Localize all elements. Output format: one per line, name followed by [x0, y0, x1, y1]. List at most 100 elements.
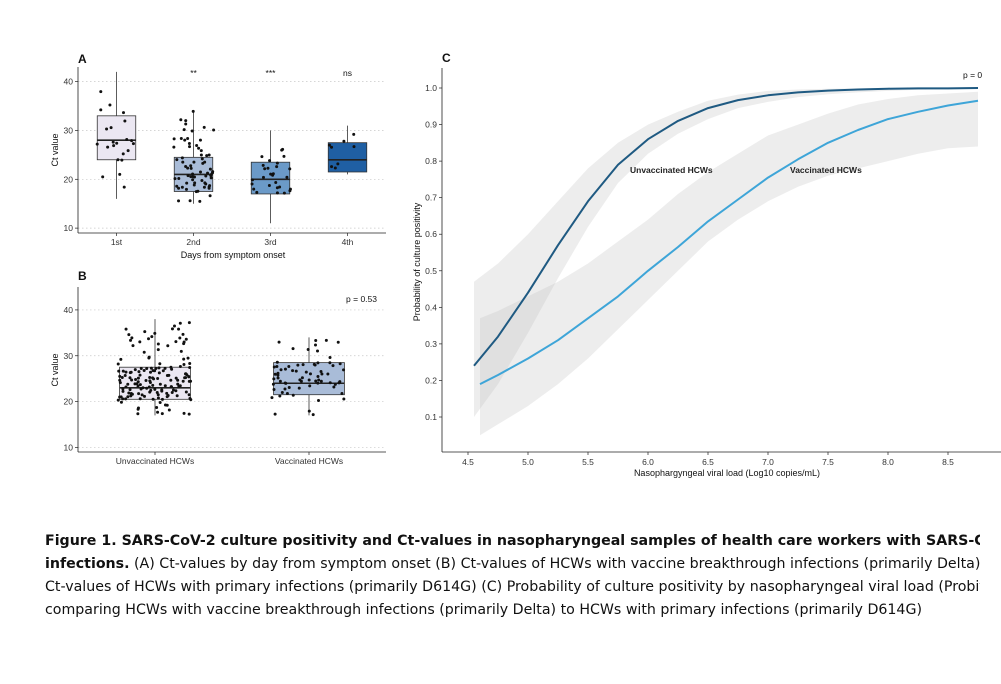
panel-c-ylabel: Probability of culture positivity — [412, 202, 422, 321]
data-point — [190, 129, 194, 133]
data-point — [291, 393, 295, 397]
data-point — [317, 398, 321, 402]
data-point — [352, 145, 356, 149]
data-point — [285, 175, 289, 179]
data-point — [199, 153, 203, 157]
data-point — [275, 165, 279, 169]
caption-text-2: (A) Ct-values by day from symptom onset … — [129, 556, 980, 572]
data-point — [167, 408, 171, 412]
data-point — [183, 138, 187, 142]
data-point — [186, 174, 190, 178]
data-point — [108, 103, 112, 107]
data-point — [282, 191, 286, 195]
significance-label: *** — [266, 68, 277, 78]
data-point — [255, 190, 259, 194]
data-point — [261, 163, 265, 167]
data-point — [148, 379, 152, 383]
data-point — [278, 185, 282, 189]
data-point — [288, 187, 292, 191]
data-point — [275, 161, 279, 165]
data-point — [124, 385, 128, 389]
data-point — [276, 376, 280, 380]
data-point — [123, 374, 127, 378]
data-point — [160, 412, 164, 416]
data-point — [291, 347, 295, 351]
data-point — [184, 122, 188, 126]
data-point — [121, 387, 125, 391]
x-tick-label: 7.5 — [822, 457, 834, 467]
data-point — [269, 172, 273, 176]
data-point — [178, 336, 182, 340]
data-point — [129, 394, 133, 398]
data-point — [133, 368, 137, 372]
data-point — [328, 381, 332, 385]
data-point — [252, 187, 256, 191]
caption-line-1: Figure 1. SARS-CoV-2 culture positivity … — [45, 530, 980, 553]
data-point — [208, 194, 212, 198]
data-point — [307, 378, 311, 382]
y-tick-label: 0.8 — [425, 156, 437, 166]
data-point — [128, 376, 132, 380]
data-point — [272, 387, 276, 391]
x-tick-label: 1st — [111, 237, 123, 247]
x-tick-label: 5.5 — [582, 457, 594, 467]
data-point — [316, 381, 320, 385]
data-point — [156, 410, 160, 414]
data-point — [200, 157, 204, 161]
data-point — [328, 361, 332, 365]
data-point — [153, 331, 157, 335]
data-point — [119, 357, 123, 361]
data-point — [311, 413, 315, 417]
data-point — [174, 389, 178, 393]
data-point — [184, 119, 188, 123]
caption-title: Figure 1. SARS-CoV-2 culture positivity … — [45, 533, 980, 549]
data-point — [307, 409, 311, 413]
curve-vaccinated — [479, 99, 979, 385]
data-point — [166, 344, 170, 348]
data-point — [314, 379, 318, 383]
y-tick-label: 0.9 — [425, 120, 437, 130]
data-point — [161, 369, 165, 373]
data-point — [188, 145, 192, 149]
data-point — [296, 363, 300, 367]
data-point — [186, 137, 190, 141]
data-point — [142, 394, 146, 398]
data-point — [330, 145, 334, 149]
data-point — [169, 385, 173, 389]
x-tick-label: 8.5 — [942, 457, 954, 467]
data-point — [320, 372, 324, 376]
data-point — [189, 166, 193, 170]
data-point — [126, 395, 130, 399]
x-tick-label: Vaccinated HCWs — [275, 456, 343, 466]
x-tick-label: 5.0 — [522, 457, 534, 467]
data-point — [95, 142, 99, 146]
data-point — [131, 344, 135, 348]
data-point — [160, 397, 164, 401]
data-point — [187, 393, 191, 397]
data-point — [177, 177, 181, 181]
data-point — [175, 158, 179, 162]
data-point — [301, 363, 305, 367]
data-point — [149, 388, 153, 392]
ci-band-unvaccinated — [474, 88, 978, 417]
significance-label: ns — [343, 68, 352, 78]
panel-c-letter: C — [442, 51, 451, 65]
data-point — [149, 370, 153, 374]
data-point — [152, 377, 156, 381]
data-point — [184, 164, 188, 168]
data-point — [202, 125, 206, 129]
data-point — [205, 154, 209, 158]
data-point — [191, 172, 195, 176]
data-point — [331, 364, 335, 368]
data-point — [167, 373, 171, 377]
data-point — [131, 142, 135, 146]
data-point — [138, 383, 142, 387]
caption-line-3: Ct-values of HCWs with primary infection… — [45, 579, 980, 595]
data-point — [136, 406, 140, 410]
data-point — [188, 396, 192, 400]
data-point — [120, 158, 124, 162]
data-point — [147, 355, 151, 359]
panel-b: B 10 20 30 40 Unvaccinated HCWs Vaccinated H… — [50, 269, 386, 466]
y-tick-label: 0.1 — [425, 412, 437, 422]
